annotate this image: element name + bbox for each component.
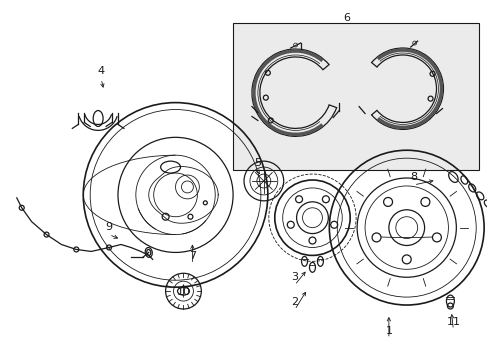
Text: 9: 9 — [105, 222, 112, 231]
Bar — [233, 23, 478, 170]
Text: 10: 10 — [176, 287, 190, 297]
Text: 8: 8 — [409, 172, 416, 182]
Text: 2: 2 — [290, 297, 298, 307]
Text: 4: 4 — [97, 66, 104, 76]
Text: 5: 5 — [254, 158, 261, 168]
Text: 6: 6 — [343, 13, 350, 23]
Text: 3: 3 — [290, 272, 298, 282]
Text: 1: 1 — [385, 326, 391, 336]
Text: 7: 7 — [188, 251, 196, 261]
Text: 11: 11 — [446, 317, 459, 327]
